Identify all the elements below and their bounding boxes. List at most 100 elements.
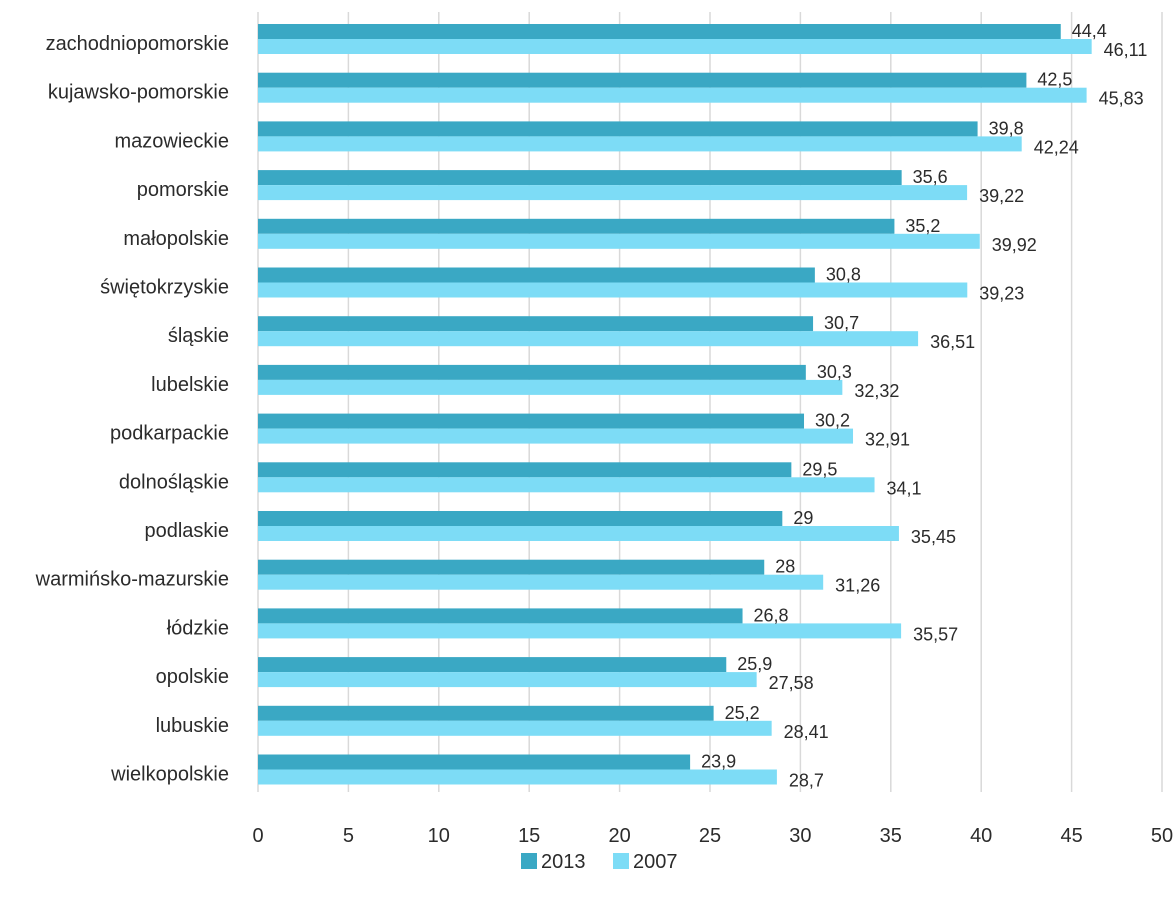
data-label-2013: 25,2 — [725, 703, 760, 723]
data-label-2013: 35,6 — [913, 167, 948, 187]
data-label-2013: 39,8 — [989, 118, 1024, 138]
category-label: kujawsko-pomorskie — [48, 82, 229, 104]
data-label-2013: 25,9 — [737, 654, 772, 674]
bar-2013 — [258, 267, 815, 283]
bar-2007 — [258, 428, 854, 444]
category-label: pomorskie — [137, 179, 229, 201]
bar-2013 — [258, 754, 691, 770]
x-tick-label: 25 — [699, 825, 721, 847]
data-label-2013: 30,8 — [826, 265, 861, 285]
bar-2013 — [258, 316, 814, 332]
category-labels: zachodniopomorskie kujawsko-pomorskie mazo… — [35, 33, 229, 786]
data-label-2013: 28 — [775, 557, 795, 577]
x-tick-label: 50 — [1151, 825, 1173, 847]
data-label-2013: 42,5 — [1037, 70, 1072, 90]
x-tick-label: 35 — [880, 825, 902, 847]
bar-2013 — [258, 462, 792, 478]
x-tick-label: 45 — [1060, 825, 1082, 847]
legend-label-2013: 2013 — [541, 851, 586, 873]
category-label: podlaskie — [144, 520, 229, 542]
data-label-2013: 30,2 — [815, 411, 850, 431]
data-label-2013: 30,7 — [824, 313, 859, 333]
bar-2013 — [258, 657, 727, 673]
data-label-2013: 30,3 — [817, 362, 852, 382]
bar-2007 — [258, 39, 1092, 54]
category-label: zachodniopomorskie — [46, 33, 229, 55]
bar-2013 — [258, 705, 714, 721]
category-label: śląskie — [168, 325, 229, 347]
bar-2013 — [258, 413, 805, 429]
bar-2007 — [258, 769, 777, 785]
bar-2013 — [258, 364, 806, 380]
bar-2007 — [258, 331, 919, 347]
data-label-2007: 32,32 — [854, 381, 899, 401]
bar-2007 — [258, 623, 902, 639]
category-label: lubuskie — [156, 715, 229, 737]
category-label: dolnośląskie — [119, 471, 229, 493]
data-label-2013: 44,4 — [1072, 21, 1107, 41]
bar-2007 — [258, 379, 843, 395]
data-label-2007: 39,22 — [979, 186, 1024, 206]
data-label-2007: 27,58 — [769, 673, 814, 693]
legend-swatch-2007 — [613, 853, 629, 869]
data-label-2013: 29,5 — [802, 459, 837, 479]
category-label: mazowieckie — [115, 130, 229, 152]
data-label-2007: 34,1 — [887, 478, 922, 498]
data-label-2013: 23,9 — [701, 752, 736, 772]
category-label: podkarpackie — [110, 423, 229, 445]
data-label-2007: 32,91 — [865, 430, 910, 450]
bar-2013 — [258, 559, 765, 575]
data-label-2007: 28,7 — [789, 771, 824, 791]
bar-2007 — [258, 185, 968, 201]
x-tick-label: 0 — [252, 825, 263, 847]
legend: 2013 2007 — [521, 851, 678, 873]
data-label-2007: 35,57 — [913, 624, 958, 644]
data-label-2007: 39,23 — [979, 284, 1024, 304]
category-label: warmińsko-mazurskie — [35, 569, 229, 591]
bar-2013 — [258, 608, 743, 624]
x-tick-label: 5 — [343, 825, 354, 847]
bar-2007 — [258, 672, 757, 688]
data-label-2007: 46,11 — [1104, 40, 1148, 60]
bar-2007 — [258, 87, 1087, 103]
category-label: świętokrzyskie — [100, 277, 229, 299]
category-label: łódzkie — [167, 617, 229, 639]
data-label-2007: 36,51 — [930, 332, 975, 352]
bar-2007 — [258, 477, 875, 493]
data-label-2007: 35,45 — [911, 527, 956, 547]
bar-2013 — [258, 121, 978, 137]
data-label-2007: 31,26 — [835, 576, 880, 596]
bar-2007 — [258, 282, 968, 298]
bar-2007 — [258, 526, 899, 541]
data-label-2013: 35,2 — [905, 216, 940, 236]
category-label: lubelskie — [151, 374, 229, 396]
data-labels: 44,446,11 42,5 45,83 39,8 42,24 35,6 39,22 35,2… — [701, 21, 1147, 791]
legend-label-2007: 2007 — [633, 851, 678, 873]
data-label-2007: 39,92 — [992, 235, 1037, 255]
bars — [258, 24, 1092, 785]
bar-2013 — [258, 218, 895, 234]
bar-2013 — [258, 24, 1061, 39]
bar-2007 — [258, 574, 824, 590]
category-label: wielkopolskie — [110, 764, 229, 786]
data-label-2013: 29 — [793, 508, 813, 528]
x-axis-ticks: 0 5 10 15 20 25 30 35 40 45 50 — [252, 825, 1173, 847]
category-label: opolskie — [156, 666, 229, 688]
x-tick-label: 15 — [518, 825, 540, 847]
bar-2013 — [258, 170, 902, 186]
x-tick-label: 40 — [970, 825, 992, 847]
bar-2013 — [258, 72, 1027, 88]
bar-2007 — [258, 720, 772, 736]
bar-2007 — [258, 136, 1022, 152]
data-label-2007: 42,24 — [1034, 137, 1079, 157]
x-tick-label: 10 — [428, 825, 450, 847]
bar-2013 — [258, 511, 783, 526]
data-label-2007: 28,41 — [784, 722, 829, 742]
category-label: małopolskie — [123, 228, 229, 250]
x-tick-label: 30 — [789, 825, 811, 847]
data-label-2013: 26,8 — [754, 605, 789, 625]
bar-2007 — [258, 233, 980, 249]
x-tick-label: 20 — [608, 825, 630, 847]
data-label-2007: 45,83 — [1099, 89, 1144, 109]
